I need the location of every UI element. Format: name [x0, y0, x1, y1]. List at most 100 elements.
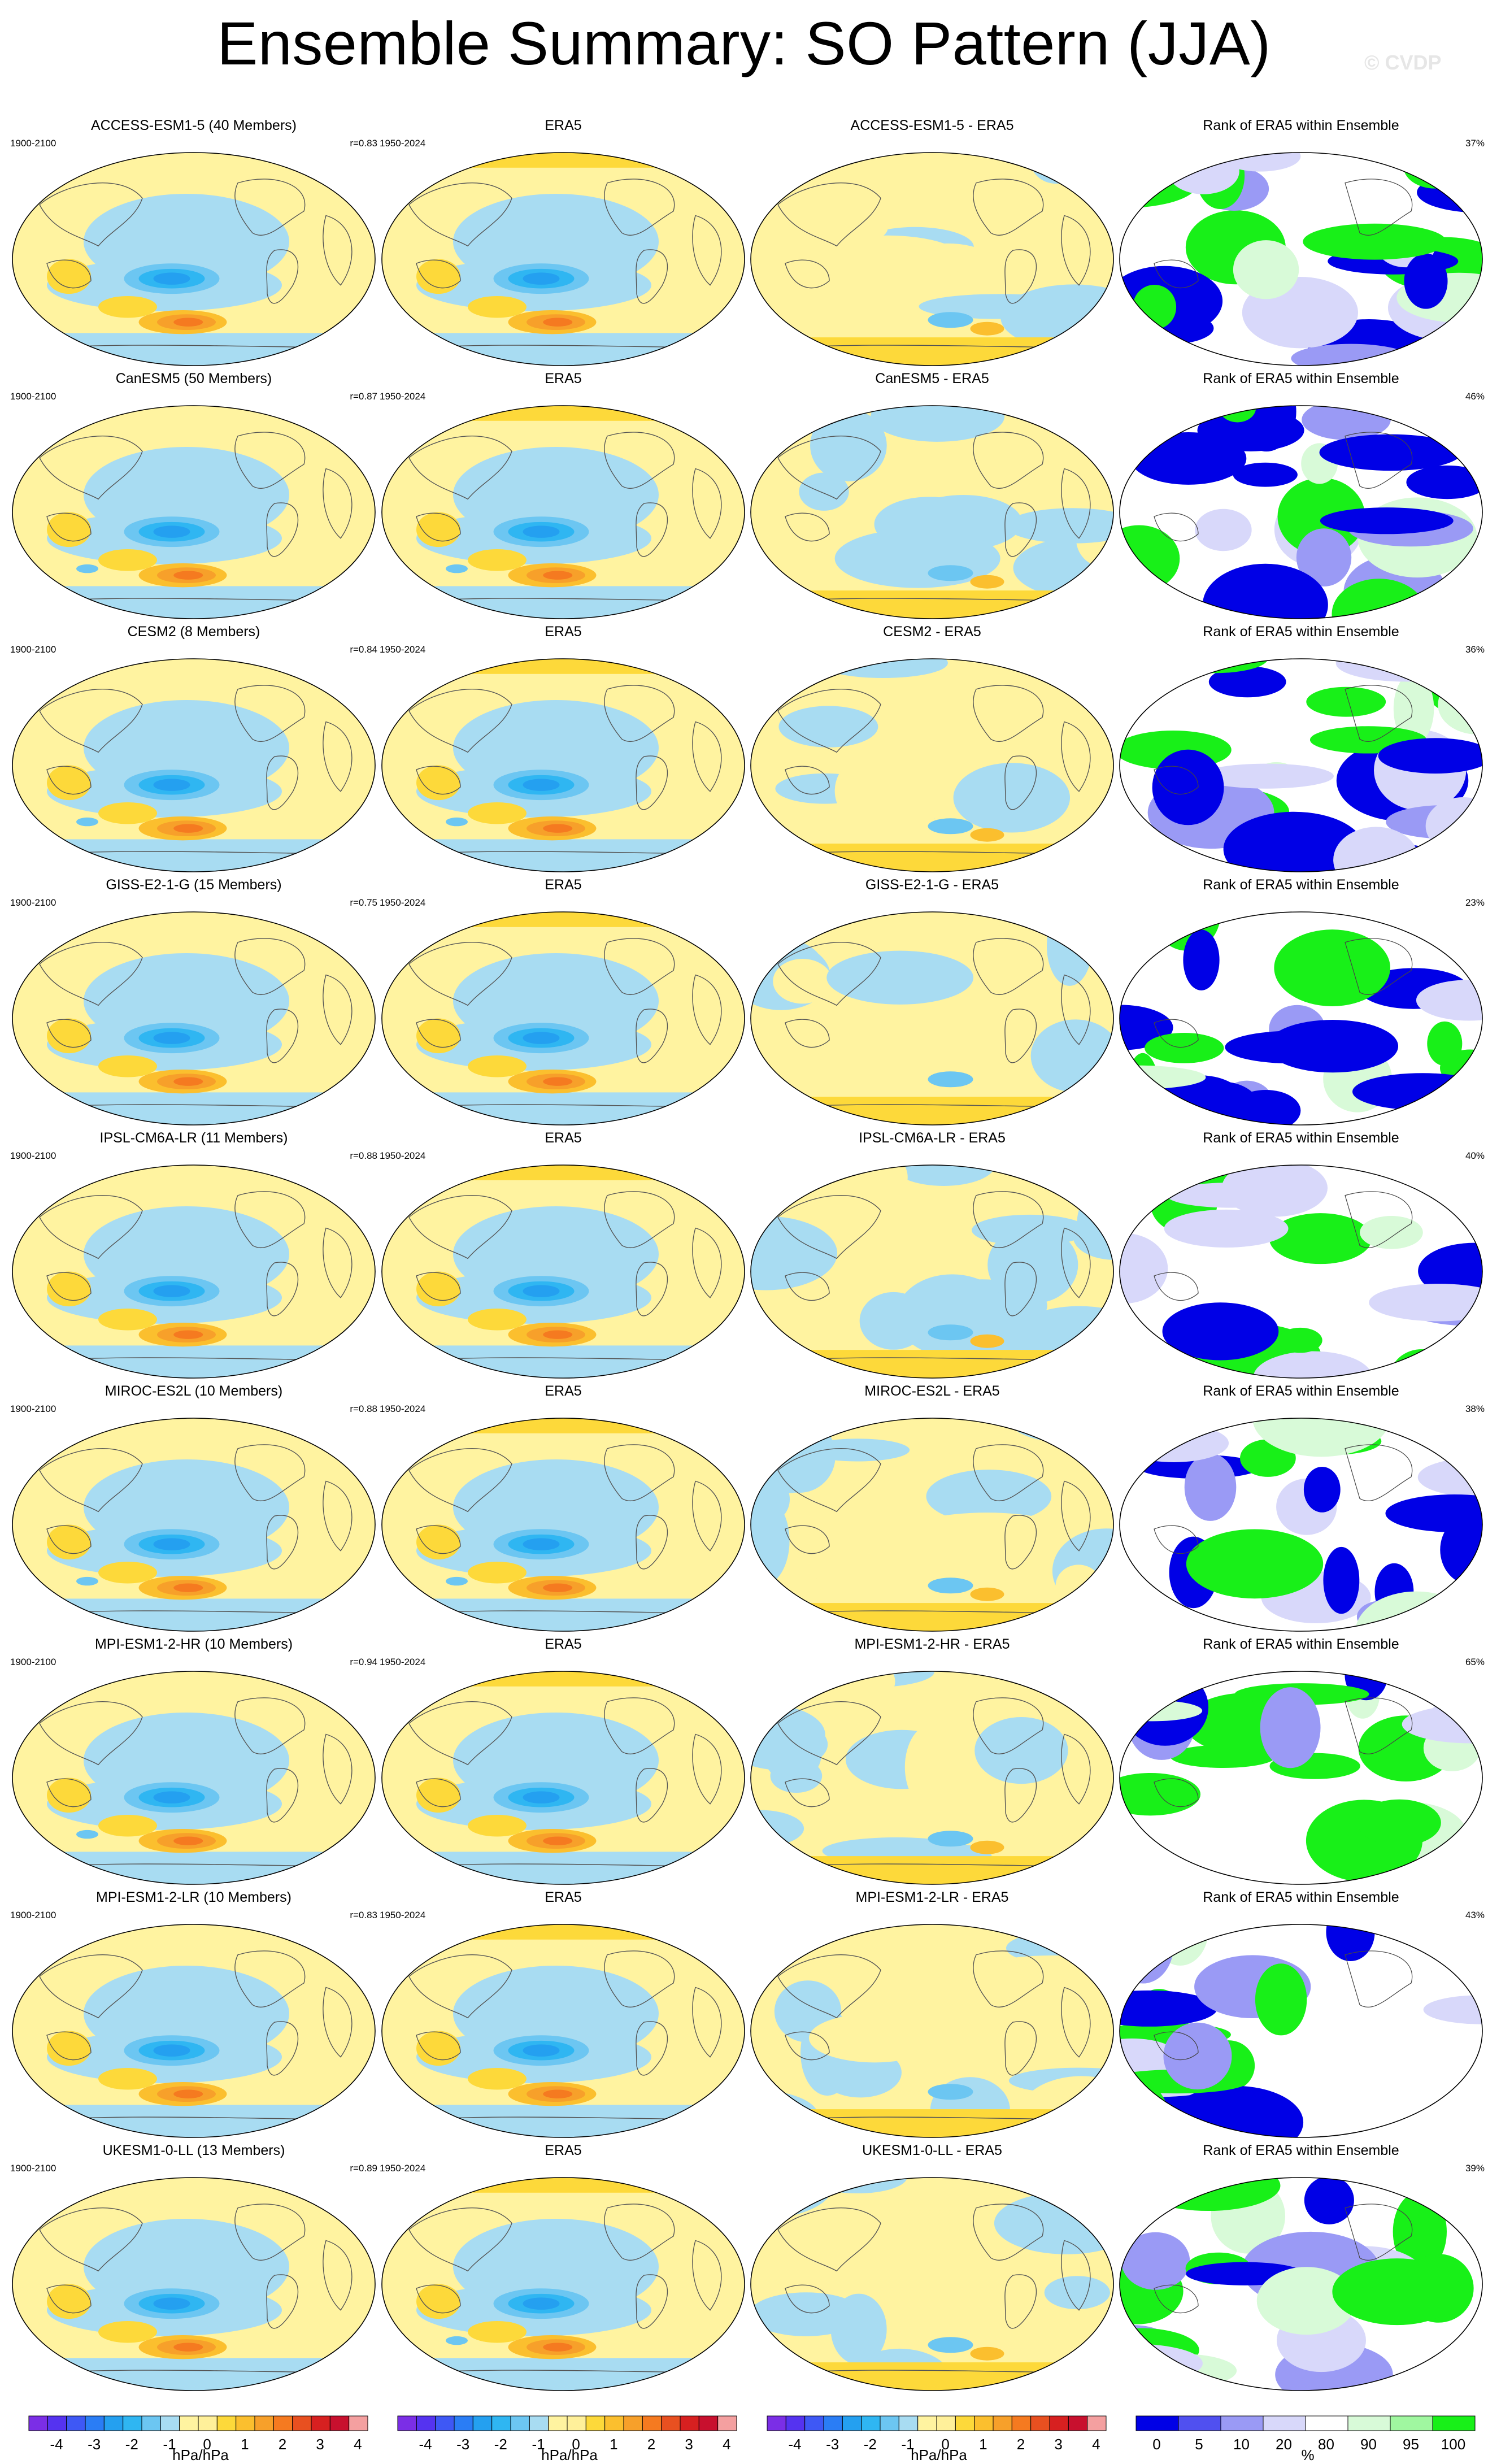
legend-swatch — [1049, 2415, 1069, 2431]
rank-region — [1121, 2232, 1190, 2290]
pattern-region — [826, 950, 974, 1005]
rank-legend-ticks: 0 5 10 20 80 90 95 100 — [1135, 2436, 1480, 2453]
legend-swatch — [160, 2415, 180, 2431]
legend-swatch — [698, 2415, 719, 2431]
map-panel-diff: MIROC-ES2L - ERA5 — [749, 1383, 1116, 1635]
map-diff — [750, 405, 1114, 619]
rank-region — [1320, 507, 1454, 534]
era5-period: 1950-2024 — [380, 2163, 426, 2174]
negative-core — [153, 272, 190, 285]
pattern-region — [1046, 912, 1093, 986]
pattern-correlation: r=0.83 — [350, 138, 377, 149]
rank-region — [1199, 763, 1334, 789]
map-era — [381, 1671, 745, 1885]
pattern-region — [970, 1587, 1004, 1601]
legend-swatch — [604, 2415, 624, 2431]
pattern-region — [751, 205, 888, 251]
pattern-region — [808, 2013, 940, 2063]
legend-tick-label: 2 — [278, 2436, 287, 2453]
positive-core — [543, 1836, 573, 1845]
legend-swatch — [103, 2415, 124, 2431]
legend-swatch — [917, 2415, 937, 2431]
legend-swatch — [179, 2415, 199, 2431]
positive-region — [416, 1778, 460, 1813]
map-era — [381, 1164, 745, 1379]
rank-region — [1411, 2117, 1482, 2137]
model-title: IPSL-CM6A-LR (11 Members) — [99, 1130, 288, 1146]
map-boundary — [12, 658, 376, 872]
positive-region — [98, 1308, 157, 1331]
legend-tick-label: -3 — [826, 2436, 839, 2453]
positive-region — [47, 2031, 91, 2066]
pattern-region — [924, 447, 1042, 485]
negative-core — [446, 2336, 468, 2345]
positive-region — [98, 2320, 157, 2343]
map-panel-era: ERA5 1950-2024 — [380, 1889, 747, 2141]
positive-core — [543, 318, 573, 327]
rank-region — [1378, 738, 1482, 774]
legend-swatch — [329, 2415, 350, 2431]
antarctic-band — [382, 1598, 745, 1631]
map-diff — [750, 1164, 1114, 1379]
pattern-region — [904, 1723, 961, 1811]
negative-core — [523, 2044, 560, 2057]
map-rank — [1119, 1164, 1483, 1379]
map-boundary — [381, 152, 745, 366]
legend-swatch — [955, 2415, 975, 2431]
map-panel-rank: Rank of ERA5 within Ensemble 46% — [1117, 371, 1485, 622]
map-boundary — [381, 1924, 745, 2138]
positive-region — [47, 1524, 91, 1560]
antarctic-band — [751, 844, 1113, 872]
pattern-legend-ticks: -4 -3 -2 -1 0 1 2 3 4 — [28, 2436, 373, 2453]
positive-region — [468, 549, 527, 571]
rank-region — [1120, 525, 1180, 593]
pattern-region — [974, 1717, 1068, 1784]
positive-core — [173, 1583, 203, 1592]
map-model — [12, 1924, 376, 2138]
legend-tick-label: 10 — [1233, 2436, 1250, 2453]
legend-tick-label: -2 — [863, 2436, 877, 2453]
rank-region — [1291, 344, 1411, 366]
legend-tick-label: -4 — [50, 2436, 63, 2453]
pattern-region — [928, 565, 973, 581]
rank-region — [1326, 1924, 1375, 1961]
map-rank — [1119, 1418, 1483, 1632]
antarctic-band — [382, 839, 745, 872]
positive-region — [47, 765, 91, 801]
pattern-region — [928, 1071, 973, 1088]
antarctic-band — [12, 839, 375, 872]
map-model — [12, 405, 376, 619]
negative-core — [523, 272, 560, 285]
pattern-region — [928, 1831, 973, 1847]
map-panel-era: ERA5 1950-2024 — [380, 877, 747, 1128]
legend-swatch — [661, 2415, 681, 2431]
positive-region — [47, 2284, 91, 2319]
map-boundary — [1119, 1924, 1483, 2138]
map-era — [381, 1418, 745, 1632]
map-era — [381, 405, 745, 619]
map-panel-era: ERA5 1950-2024 — [380, 624, 747, 875]
pattern-region — [928, 818, 973, 835]
figure-title: Ensemble Summary: SO Pattern (JJA) — [217, 9, 1271, 77]
positive-core — [173, 1077, 203, 1086]
model-title: MIROC-ES2L (10 Members) — [105, 1383, 283, 1399]
legend-swatch — [28, 2415, 48, 2431]
legend-swatch — [993, 2415, 1012, 2431]
difference-title: ACCESS-ESM1-5 - ERA5 — [850, 118, 1014, 133]
map-panel-era: ERA5 1950-2024 — [380, 1130, 747, 1381]
pattern-legend-unit: hPa/hPa — [911, 2446, 967, 2463]
positive-region — [47, 512, 91, 547]
pattern-region — [986, 182, 1057, 240]
pattern-region — [829, 1924, 943, 1995]
coastline — [12, 1191, 375, 1363]
pattern-region — [802, 1047, 880, 1112]
rank-region — [1160, 1112, 1224, 1125]
era5-period: 1950-2024 — [380, 897, 426, 908]
legend-tick-label: 4 — [1092, 2436, 1100, 2453]
legend-tick-label: 1 — [979, 2436, 987, 2453]
map-boundary — [1119, 152, 1483, 366]
antarctic-band — [12, 586, 375, 619]
rank-title: Rank of ERA5 within Ensemble — [1203, 118, 1399, 133]
legend-swatch — [416, 2415, 436, 2431]
legend-swatch — [785, 2415, 806, 2431]
